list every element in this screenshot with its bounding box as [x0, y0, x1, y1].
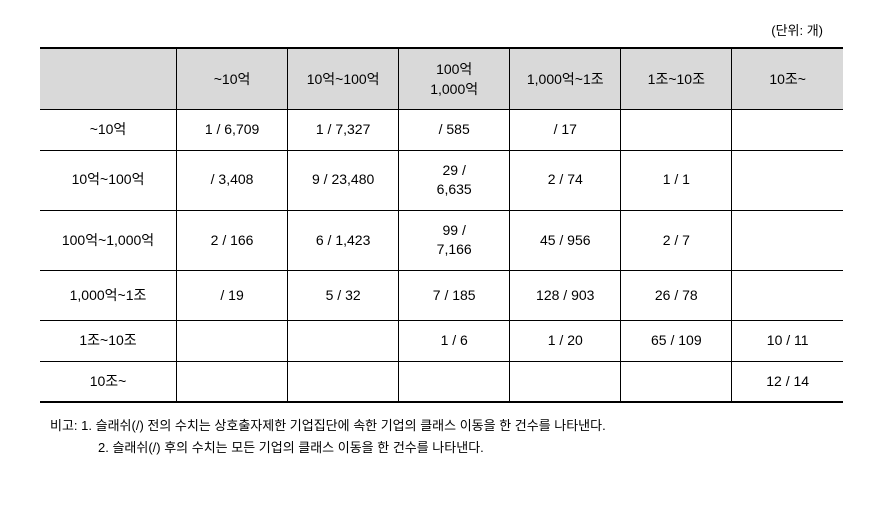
- cell: 9 / 23,480: [288, 150, 399, 210]
- table-row: 1조~10조 1 / 61 / 2065 / 10910 / 11: [40, 320, 843, 361]
- table-body: ~10억1 / 6,7091 / 7,327/ 585/ 1710억~100억/…: [40, 110, 843, 403]
- note-text: 1. 슬래쉬(/) 전의 수치는 상호출자제한 기업집단에 속한 기업의 클래스…: [81, 415, 606, 437]
- note-prefix: 비고:: [50, 415, 78, 437]
- cell: / 3,408: [177, 150, 288, 210]
- table-row: ~10억1 / 6,7091 / 7,327/ 585/ 17: [40, 110, 843, 151]
- cell: [399, 361, 510, 402]
- cell: / 19: [177, 270, 288, 320]
- cell: 7 / 185: [399, 270, 510, 320]
- row-label: 100억~1,000억: [40, 210, 177, 270]
- cell: [732, 150, 843, 210]
- row-label: 1,000억~1조: [40, 270, 177, 320]
- cell: [732, 110, 843, 151]
- unit-label: (단위: 개): [40, 20, 843, 39]
- col-header: [40, 48, 177, 110]
- cell: [288, 361, 399, 402]
- cell: 128 / 903: [510, 270, 621, 320]
- cell: 10 / 11: [732, 320, 843, 361]
- cell: 1 / 1: [621, 150, 732, 210]
- cell: [621, 110, 732, 151]
- cell: [288, 320, 399, 361]
- cell: 1 / 20: [510, 320, 621, 361]
- cell: [510, 361, 621, 402]
- cell: 29 /6,635: [399, 150, 510, 210]
- cell: 12 / 14: [732, 361, 843, 402]
- cell: [177, 361, 288, 402]
- note-line: 2. 슬래쉬(/) 후의 수치는 모든 기업의 클래스 이동을 한 건수를 나타…: [50, 437, 843, 459]
- header-row: ~10억 10억~100억 100억1,000억 1,000억~1조 1조~10…: [40, 48, 843, 110]
- notes-block: 비고: 1. 슬래쉬(/) 전의 수치는 상호출자제한 기업집단에 속한 기업의…: [40, 415, 843, 459]
- table-row: 10조~ 12 / 14: [40, 361, 843, 402]
- col-header: 1조~10조: [621, 48, 732, 110]
- cell: 6 / 1,423: [288, 210, 399, 270]
- row-label: ~10억: [40, 110, 177, 151]
- col-header: ~10억: [177, 48, 288, 110]
- cell: 45 / 956: [510, 210, 621, 270]
- col-header: 100억1,000억: [399, 48, 510, 110]
- cell: 5 / 32: [288, 270, 399, 320]
- col-header: 1,000억~1조: [510, 48, 621, 110]
- cell: [621, 361, 732, 402]
- col-header: 10조~: [732, 48, 843, 110]
- table-row: 10억~100억/ 3,4089 / 23,48029 /6,6352 / 74…: [40, 150, 843, 210]
- cell: [732, 270, 843, 320]
- table-row: 1,000억~1조/ 195 / 327 / 185128 / 90326 / …: [40, 270, 843, 320]
- cell: 2 / 74: [510, 150, 621, 210]
- cell: 2 / 166: [177, 210, 288, 270]
- cell: 26 / 78: [621, 270, 732, 320]
- cell: [732, 210, 843, 270]
- note-text: 2. 슬래쉬(/) 후의 수치는 모든 기업의 클래스 이동을 한 건수를 나타…: [98, 437, 484, 459]
- cell: / 17: [510, 110, 621, 151]
- cell: 2 / 7: [621, 210, 732, 270]
- cell: 1 / 6: [399, 320, 510, 361]
- cell: / 585: [399, 110, 510, 151]
- note-line: 비고: 1. 슬래쉬(/) 전의 수치는 상호출자제한 기업집단에 속한 기업의…: [50, 415, 843, 437]
- cell: 99 /7,166: [399, 210, 510, 270]
- data-table: ~10억 10억~100억 100억1,000억 1,000억~1조 1조~10…: [40, 47, 843, 403]
- row-label: 10억~100억: [40, 150, 177, 210]
- row-label: 1조~10조: [40, 320, 177, 361]
- cell: 1 / 7,327: [288, 110, 399, 151]
- cell: 1 / 6,709: [177, 110, 288, 151]
- col-header: 10억~100억: [288, 48, 399, 110]
- table-row: 100억~1,000억2 / 1666 / 1,42399 /7,16645 /…: [40, 210, 843, 270]
- row-label: 10조~: [40, 361, 177, 402]
- cell: 65 / 109: [621, 320, 732, 361]
- cell: [177, 320, 288, 361]
